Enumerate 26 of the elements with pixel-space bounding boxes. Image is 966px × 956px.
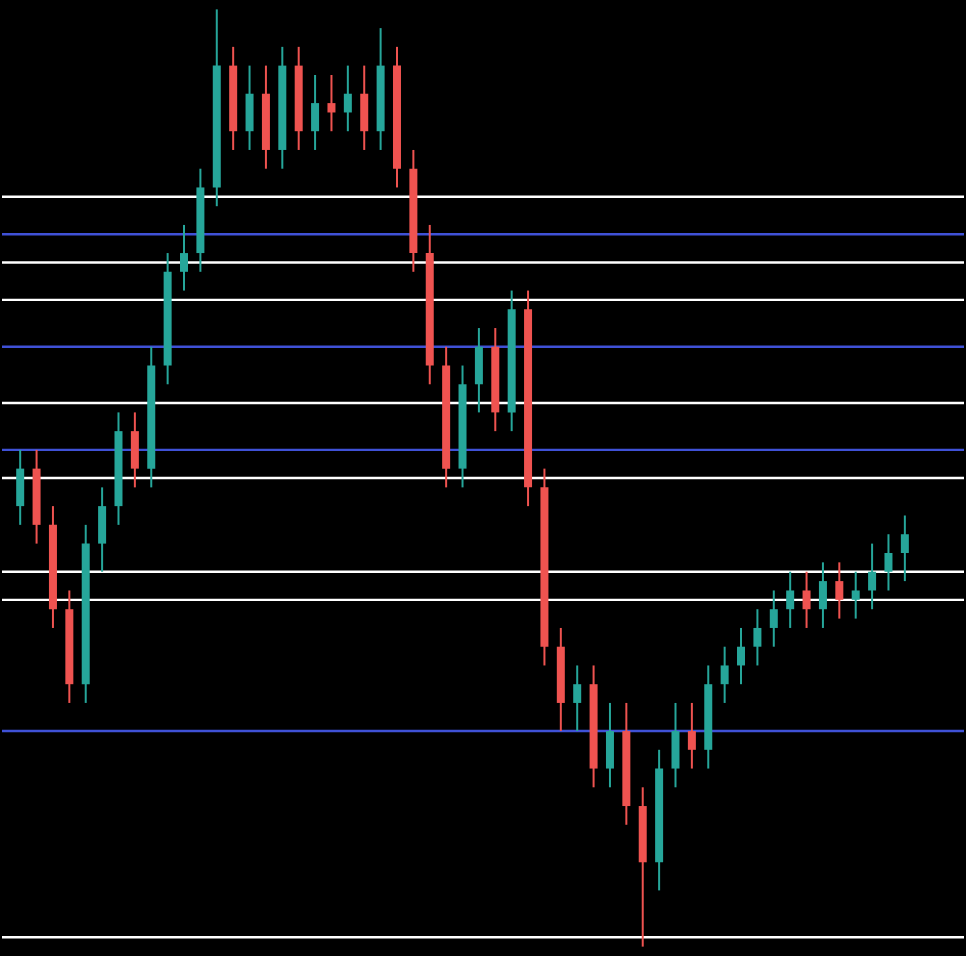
candlestick bbox=[98, 486, 107, 573]
candlestick bbox=[786, 570, 795, 629]
candlestick bbox=[769, 589, 778, 648]
candlestick bbox=[753, 608, 762, 667]
candlestick bbox=[802, 570, 811, 629]
candlestick bbox=[16, 448, 25, 526]
candlestick bbox=[835, 561, 844, 620]
candlestick bbox=[245, 64, 254, 151]
candlestick bbox=[884, 533, 893, 592]
candlestick bbox=[851, 570, 860, 620]
candlestick bbox=[360, 64, 369, 151]
candlestick bbox=[671, 701, 680, 789]
candlestick bbox=[573, 664, 582, 733]
candlestick bbox=[343, 64, 352, 133]
candlestick bbox=[737, 626, 746, 686]
candlestick bbox=[474, 327, 483, 414]
candlestick bbox=[130, 411, 139, 489]
candlestick bbox=[327, 73, 336, 133]
candlestick bbox=[868, 542, 877, 611]
candlestick bbox=[818, 561, 827, 629]
candlestick bbox=[311, 73, 320, 151]
candlestick bbox=[900, 514, 909, 583]
candlestick bbox=[605, 701, 614, 789]
candlestick bbox=[720, 645, 729, 704]
candlestick bbox=[180, 223, 189, 292]
candlestick bbox=[687, 701, 696, 770]
